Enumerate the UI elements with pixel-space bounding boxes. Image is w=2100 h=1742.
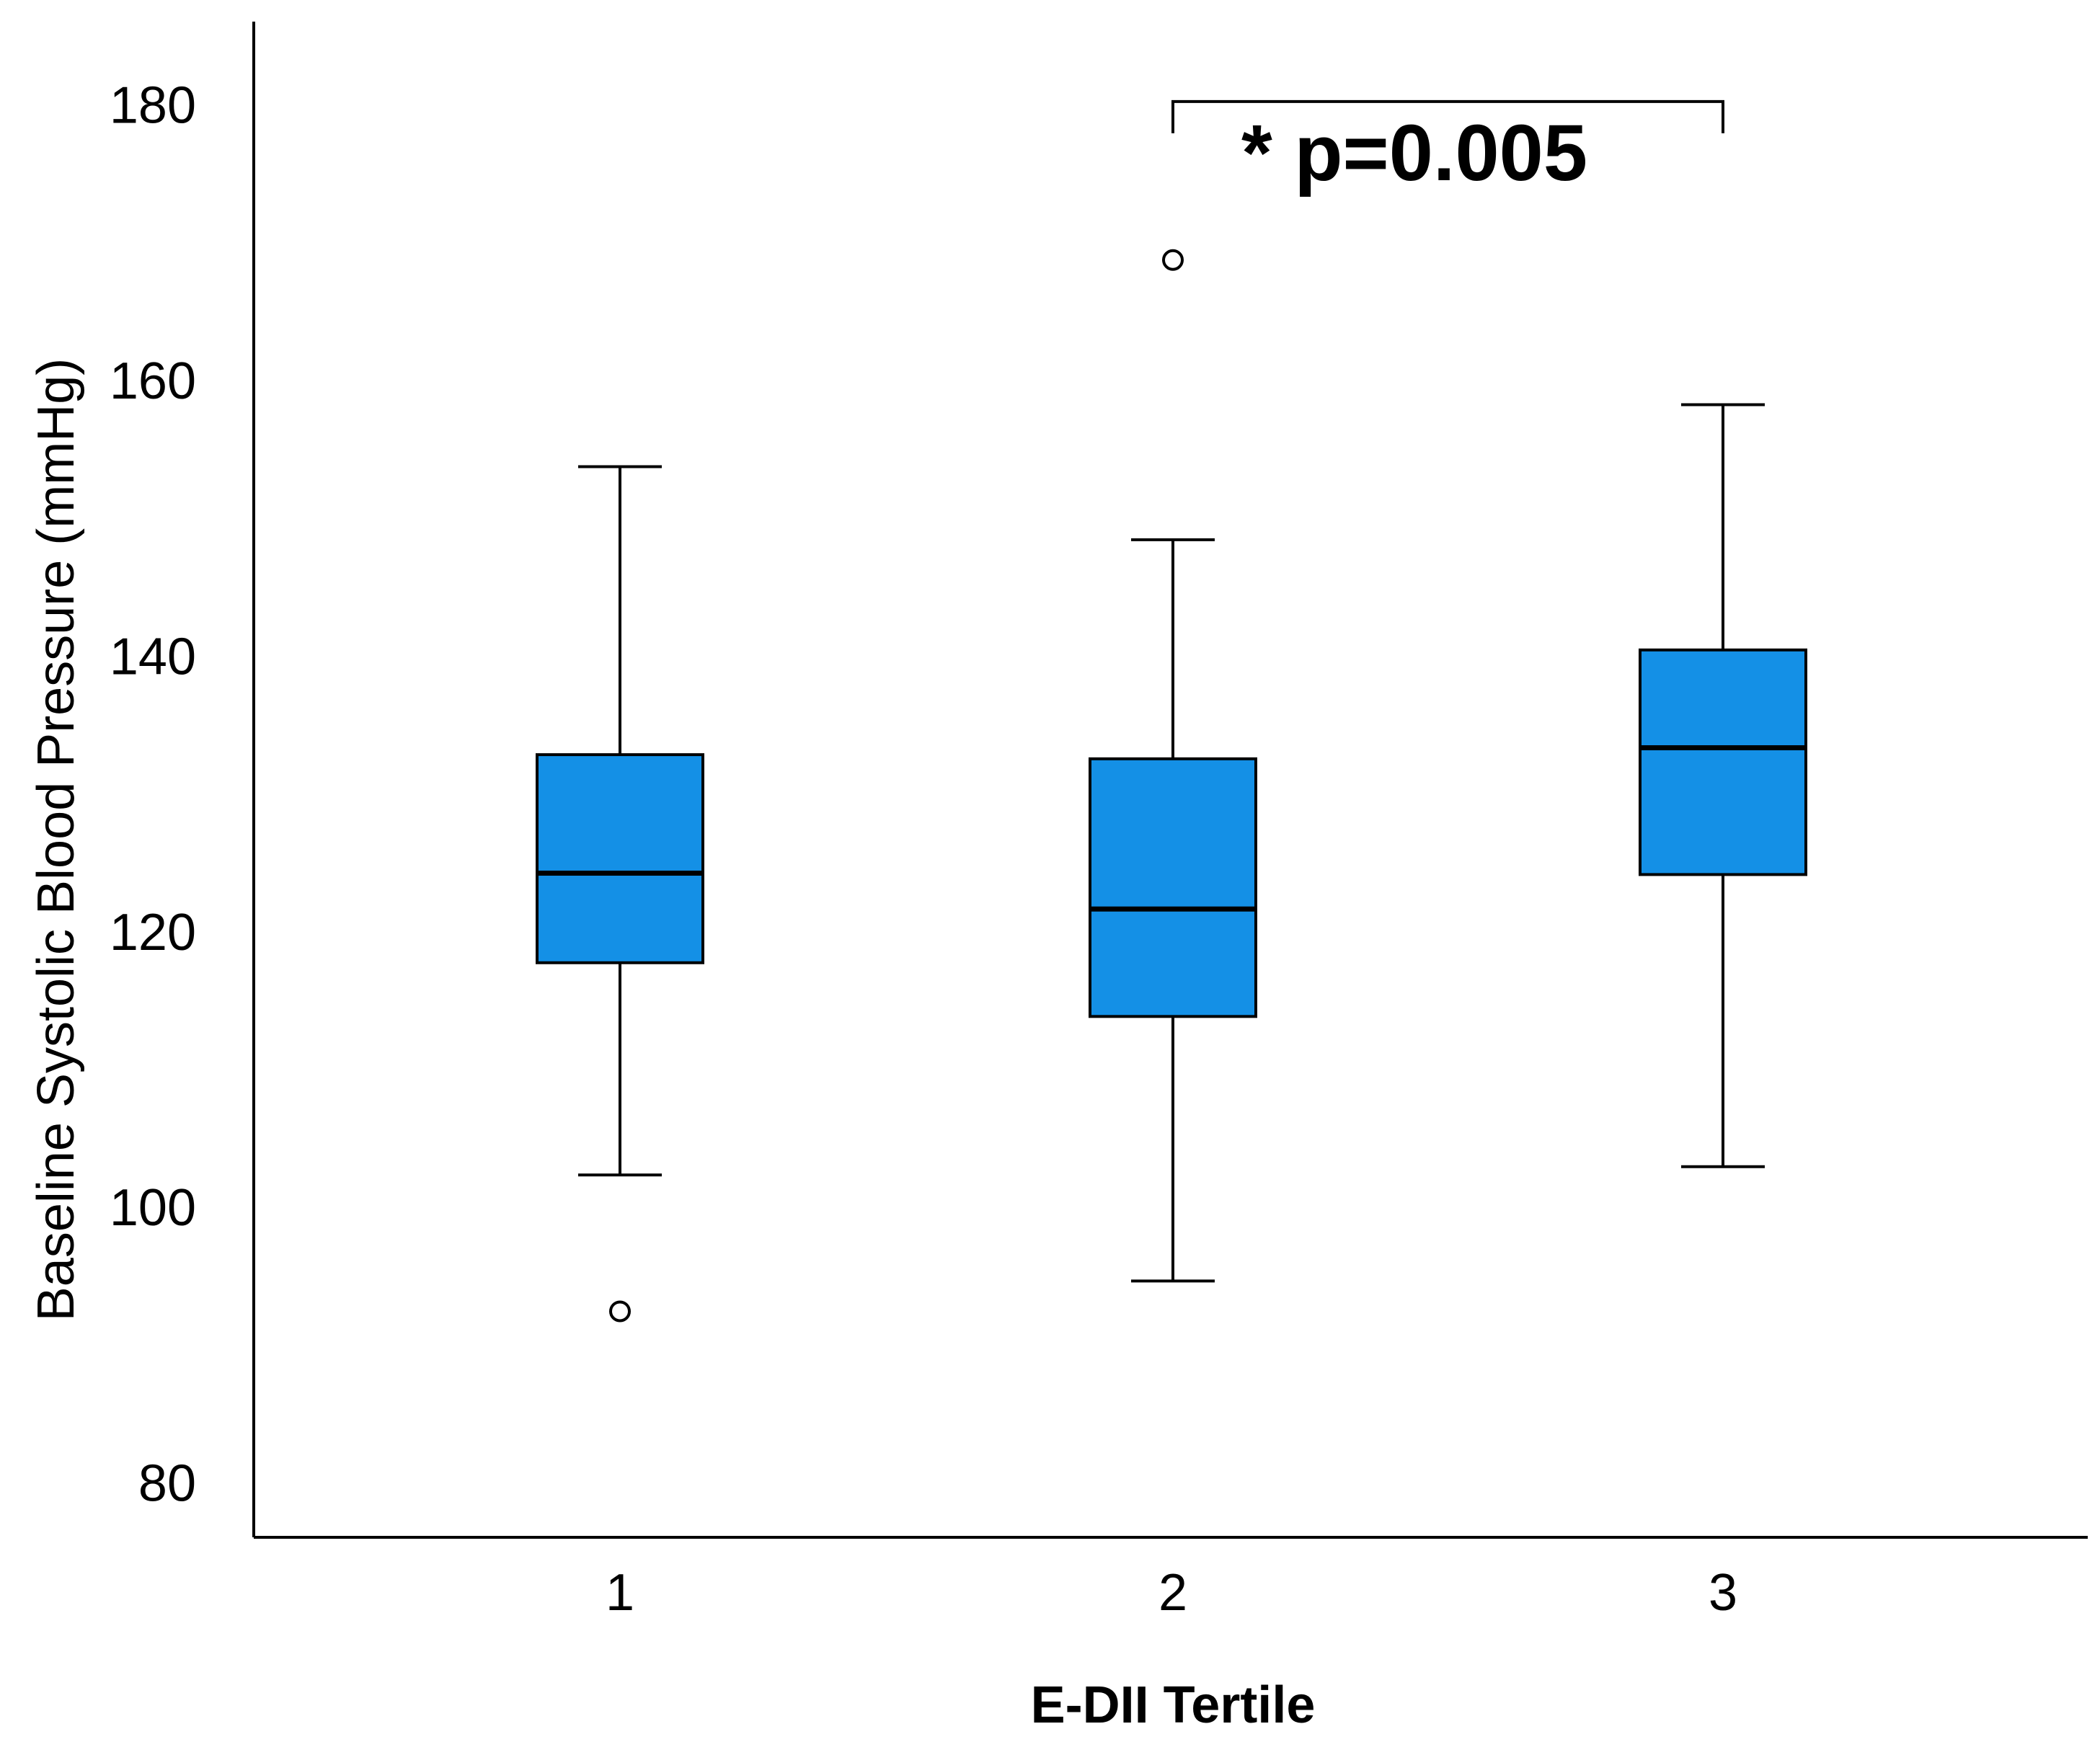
significance-annotation: * p=0.005 xyxy=(1171,99,1724,197)
y-tick-label: 140 xyxy=(110,628,196,685)
box-group-2 xyxy=(1089,249,1257,1283)
x-axis-ticks: 1 2 3 xyxy=(606,1564,1737,1622)
x-tick-label: 1 xyxy=(606,1564,634,1622)
box-group-1 xyxy=(536,465,704,1323)
p-value-label: * p=0.005 xyxy=(1241,109,1587,197)
significance-bracket xyxy=(1171,99,1724,133)
iqr-box xyxy=(536,753,704,964)
box-group-3 xyxy=(1639,403,1807,1168)
iqr-box xyxy=(1639,648,1807,876)
x-axis-title: E-DII Tertile xyxy=(1031,1676,1316,1734)
y-tick-label: 80 xyxy=(138,1455,196,1513)
x-tick-label: 2 xyxy=(1158,1564,1187,1622)
iqr-box xyxy=(1089,757,1257,1018)
y-tick-label: 180 xyxy=(110,77,196,135)
y-tick-label: 160 xyxy=(110,352,196,410)
y-tick-label: 120 xyxy=(110,904,196,961)
outlier-point xyxy=(1162,249,1184,271)
y-axis-title: Baseline Systolic Blood Pressure (mmHg) xyxy=(27,358,85,1321)
outlier-point xyxy=(609,1300,631,1323)
x-tick-label: 3 xyxy=(1709,1564,1737,1622)
y-axis-ticks: 80 100 120 140 160 180 xyxy=(110,77,196,1513)
boxes-group xyxy=(536,249,1807,1323)
y-tick-label: 100 xyxy=(110,1179,196,1237)
